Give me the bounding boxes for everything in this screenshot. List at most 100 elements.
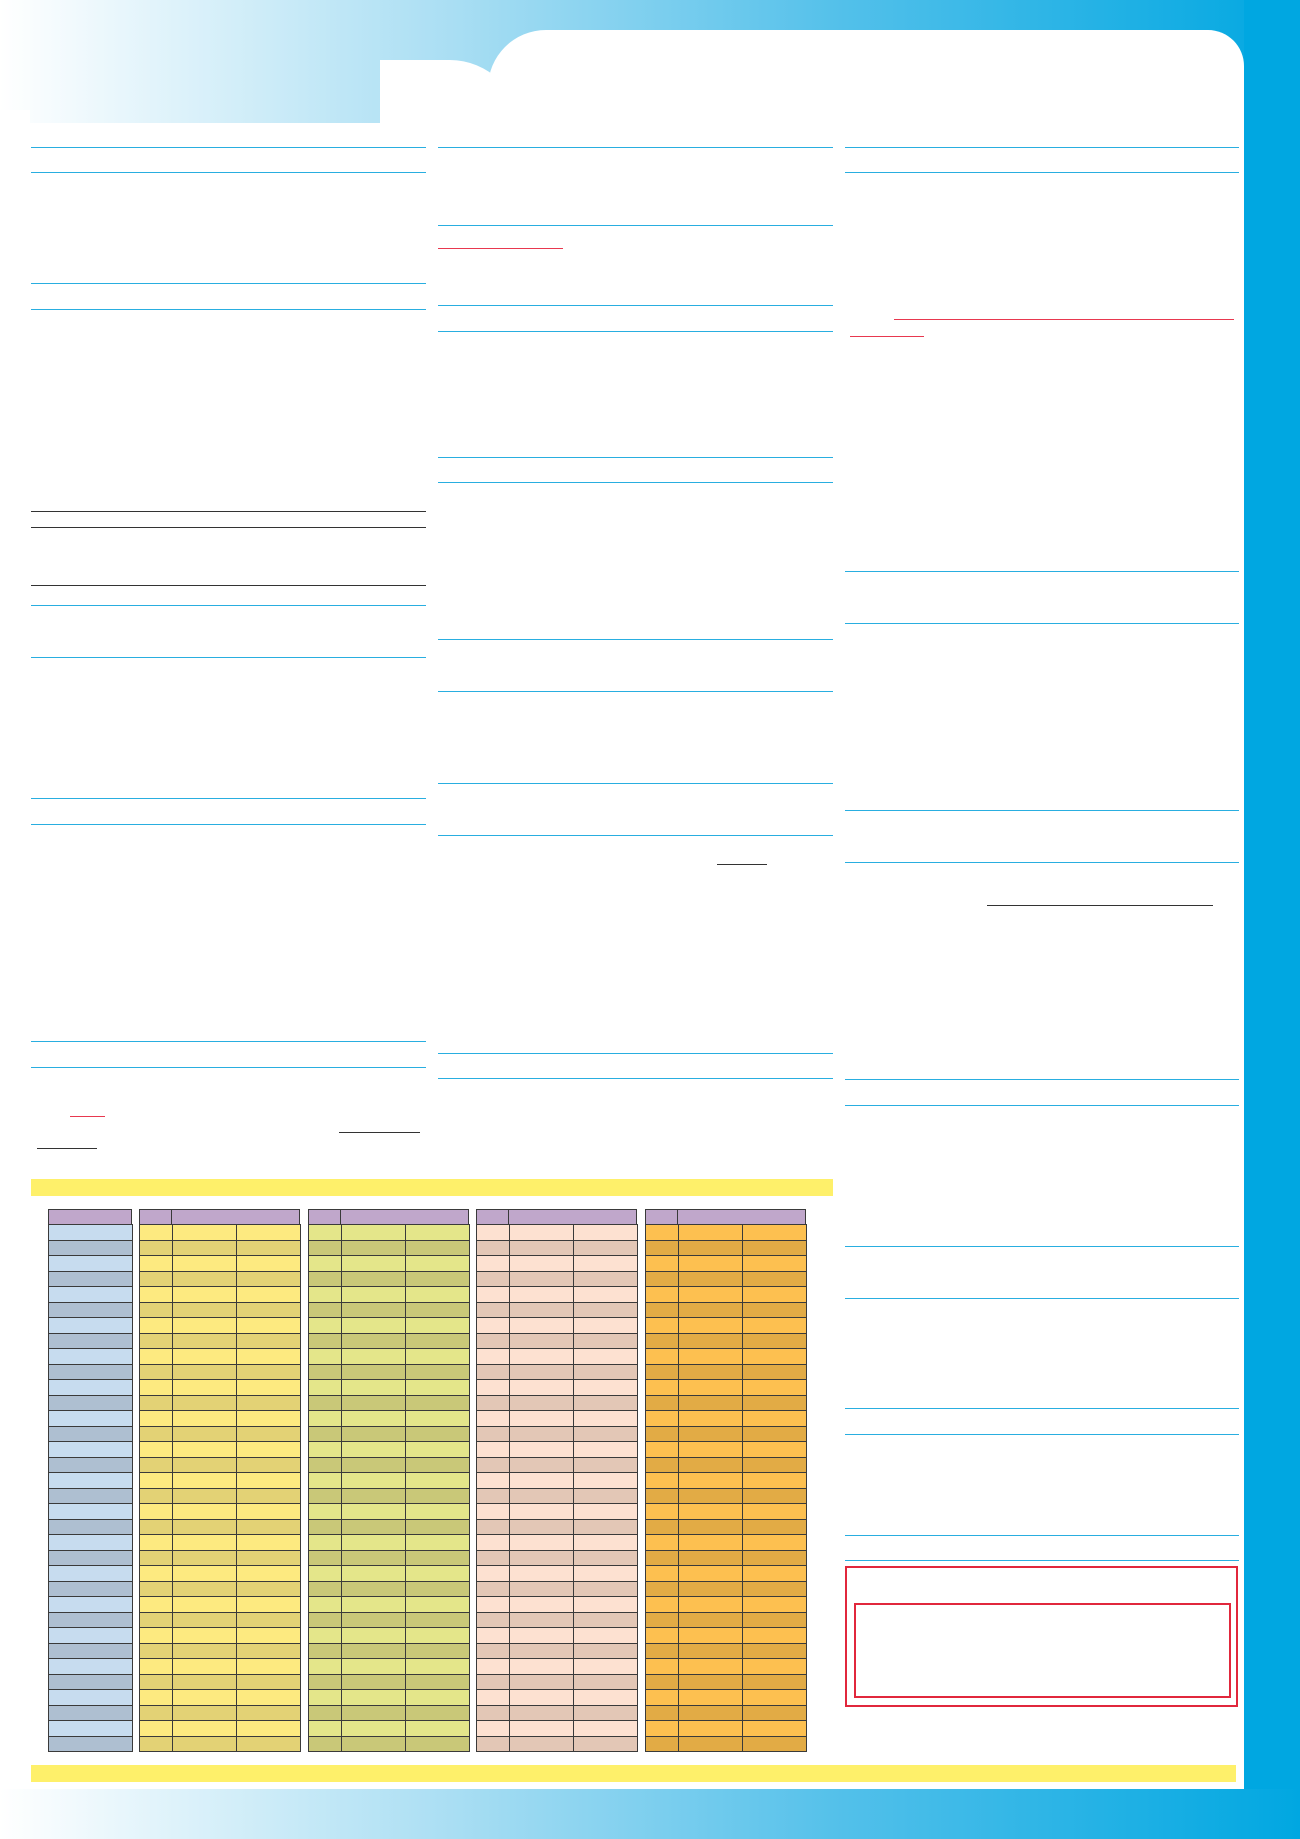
section-rule [438,482,833,483]
table-cell [405,1549,470,1566]
table-cell [476,1270,510,1287]
table-cell [405,1270,470,1287]
table-cell [742,1642,807,1659]
table-cell [405,1472,470,1489]
table-cell [139,1518,173,1535]
table-cell [308,1642,342,1659]
table-cell [645,1270,679,1287]
table-cell [573,1580,638,1597]
table-cell [341,1255,406,1272]
table-cell [236,1549,301,1566]
table-cell [405,1611,470,1628]
table-cell [172,1363,237,1380]
table-cell [645,1704,679,1721]
table-cell [236,1348,301,1365]
link-underline[interactable] [70,1116,105,1117]
table-cell [236,1503,301,1520]
table-cell [48,1673,133,1690]
table-cell [678,1704,743,1721]
table-cell [742,1487,807,1504]
link-underline[interactable] [894,319,1234,320]
table-cell [476,1627,510,1644]
table-cell [573,1720,638,1737]
table-cell [139,1565,173,1582]
table-cell [645,1441,679,1458]
table-cell [509,1549,574,1566]
link-underline[interactable] [438,248,563,249]
table-cell [139,1456,173,1473]
table-cell [509,1627,574,1644]
table-cell [678,1270,743,1287]
table-cell [48,1704,133,1721]
table-cell [645,1487,679,1504]
table-cell [405,1673,470,1690]
table-cell [678,1596,743,1613]
table-cell [573,1456,638,1473]
table-cell [308,1317,342,1334]
table-cell [742,1534,807,1551]
table-cell [139,1642,173,1659]
section-rule [845,1298,1239,1299]
table-cell [742,1224,807,1241]
table-cell [476,1472,510,1489]
table-header-cell [645,1209,678,1225]
table-cell [509,1410,574,1427]
table-cell [509,1441,574,1458]
table-cell [48,1472,133,1489]
table-cell [405,1534,470,1551]
table-cell [308,1580,342,1597]
table-header-cell [677,1209,806,1225]
table-cell [509,1379,574,1396]
table-cell [509,1704,574,1721]
table-cell [742,1720,807,1737]
section-rule [31,1041,426,1042]
table-cell [476,1611,510,1628]
table-cell [48,1456,133,1473]
table-cell [341,1487,406,1504]
table-cell [678,1518,743,1535]
table-cell [341,1270,406,1287]
table-cell [509,1394,574,1411]
table-cell [236,1286,301,1303]
link-underline[interactable] [850,336,924,337]
table-cell [236,1658,301,1675]
table-cell [645,1518,679,1535]
table-cell [308,1425,342,1442]
table-cell [509,1317,574,1334]
page-corner [0,110,30,140]
section-rule [845,1408,1239,1409]
table-cell [742,1735,807,1752]
table-cell [573,1503,638,1520]
table-cell [476,1379,510,1396]
table-cell [645,1425,679,1442]
table-cell [308,1301,342,1318]
table-cell [341,1689,406,1706]
table-cell [476,1348,510,1365]
table-cell [308,1627,342,1644]
table-cell [341,1627,406,1644]
table-cell [236,1317,301,1334]
table-cell [236,1441,301,1458]
table-cell [678,1286,743,1303]
table-cell [341,1224,406,1241]
table-cell [236,1534,301,1551]
table-cell [476,1673,510,1690]
table-cell [573,1270,638,1287]
table-cell [742,1379,807,1396]
table-cell [48,1689,133,1706]
table-cell [405,1255,470,1272]
table-cell [172,1425,237,1442]
table-cell [172,1611,237,1628]
table-cell [742,1363,807,1380]
section-rule [438,639,833,640]
table-cell [645,1689,679,1706]
table-cell [172,1642,237,1659]
table-header-cell [48,1209,132,1225]
table-cell [172,1332,237,1349]
table-cell [172,1534,237,1551]
table-cell [236,1627,301,1644]
table-cell [573,1735,638,1752]
table-cell [742,1286,807,1303]
section-rule [438,305,833,306]
table-cell [341,1658,406,1675]
